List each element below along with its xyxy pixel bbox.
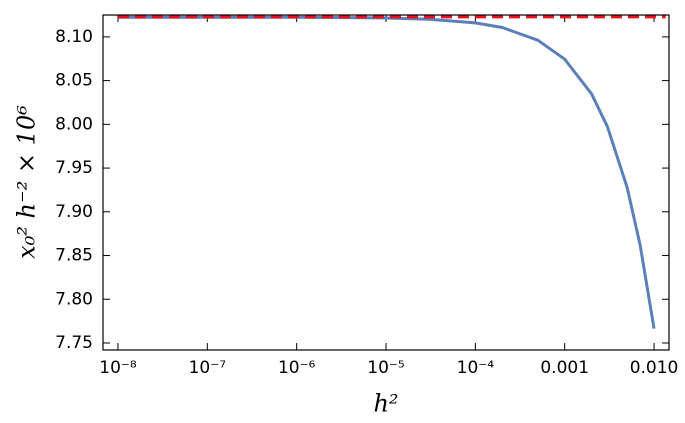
x-tick-label: 10⁻⁶ — [278, 358, 316, 378]
line — [117, 15, 656, 329]
y-tick-label: 7.85 — [55, 246, 93, 266]
x-axis-label: h² — [373, 390, 398, 418]
y-tick-label: 7.80 — [55, 289, 93, 309]
plot-frame — [102, 14, 670, 351]
y-axis-label: x₀² h⁻² × 10⁶ — [13, 105, 41, 259]
y-tick-label: 7.75 — [55, 333, 93, 353]
x-tick-label: 10⁻⁸ — [99, 358, 137, 378]
y-tick-label: 8.00 — [55, 114, 93, 134]
x-tick-label: 10⁻⁵ — [367, 358, 404, 378]
y-tick-label: 7.95 — [55, 158, 93, 178]
x-tick-label: 0.001 — [540, 358, 589, 378]
y-tick-label: 8.10 — [55, 27, 93, 47]
x-tick-label: 10⁻⁷ — [189, 358, 227, 378]
x-tick-label: 0.010 — [630, 358, 679, 378]
x-tick-label: 10⁻⁴ — [457, 358, 495, 378]
y-tick-label: 7.90 — [55, 202, 93, 222]
y-tick-label: 8.05 — [55, 71, 93, 91]
